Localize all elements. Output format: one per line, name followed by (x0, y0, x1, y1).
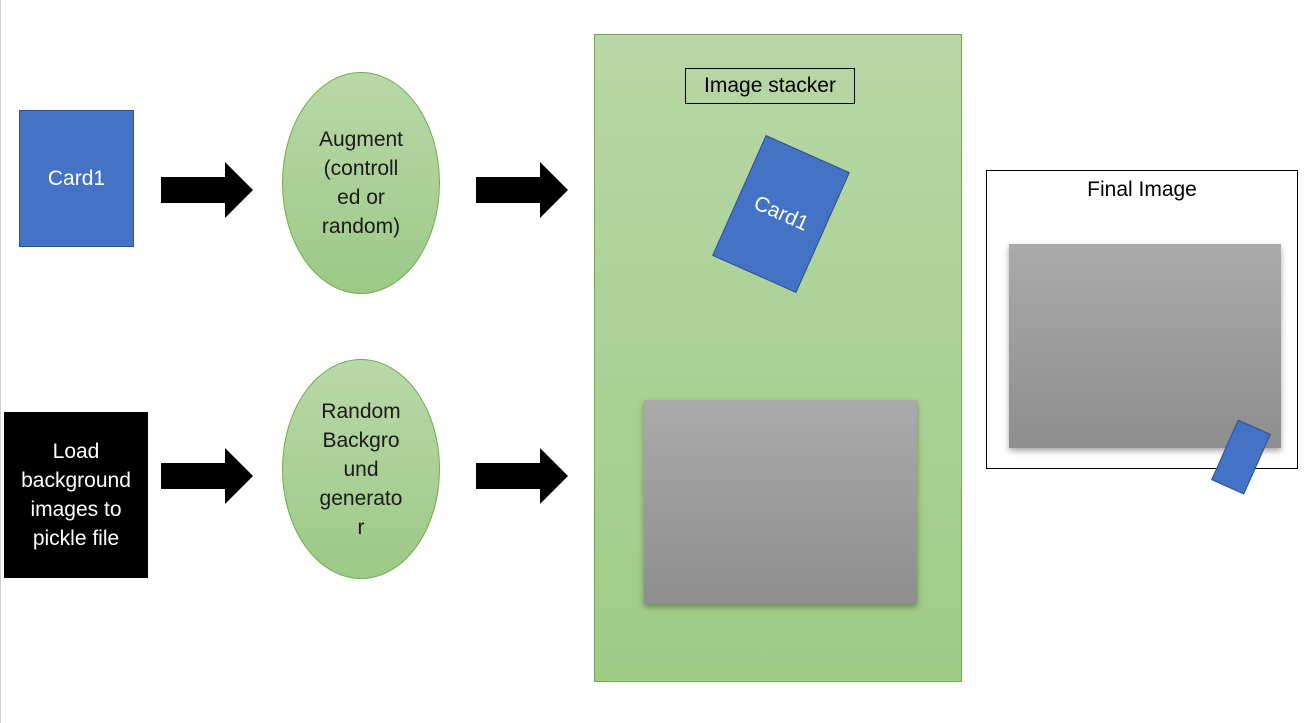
stacked-card-label: Card1 (750, 191, 813, 236)
card-source-label: Card1 (47, 166, 106, 190)
random-background-oval: Random Backgro und generato r (282, 359, 440, 579)
background-loader-box: Load background images to pickle file (4, 412, 148, 578)
image-stacker-title: Image stacker (685, 68, 855, 104)
final-background-image (1009, 244, 1281, 495)
augment-label: Augment (controll ed or random) (318, 128, 404, 238)
right-arrow-icon (476, 448, 568, 504)
stacked-background-image (644, 400, 917, 604)
card-source-box: Card1 (19, 110, 134, 247)
random-background-label: Random Backgro und generato r (319, 399, 403, 539)
right-arrow-icon (161, 162, 253, 218)
stacked-card: Card1 (712, 134, 850, 294)
final-image-title: Final Image (1087, 178, 1197, 201)
slide-edge (0, 0, 1, 723)
right-arrow-icon (476, 162, 568, 218)
image-stacker-panel: Image stacker Card1 (594, 34, 962, 682)
augment-process-oval: Augment (controll ed or random) (282, 72, 440, 294)
right-arrow-icon (161, 448, 253, 504)
final-composited-card (1211, 419, 1271, 495)
background-loader-label: Load background images to pickle file (21, 440, 131, 550)
final-image-box: Final Image (986, 170, 1298, 495)
